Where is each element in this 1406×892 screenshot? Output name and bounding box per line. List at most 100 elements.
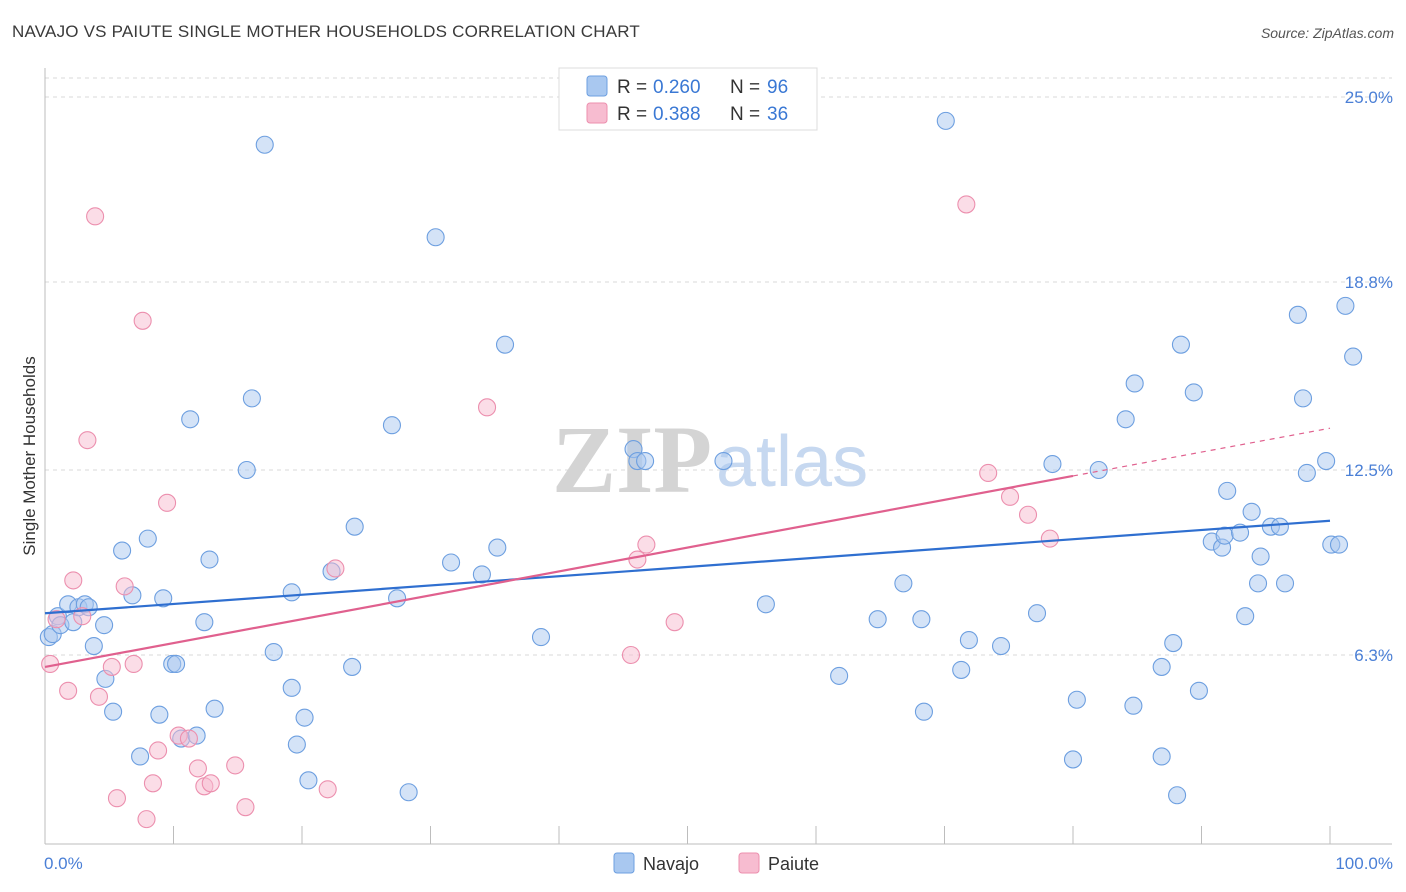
navajo-point xyxy=(1027,604,1047,623)
navajo-point xyxy=(295,708,314,727)
paiute-point xyxy=(86,207,105,226)
navajo-point xyxy=(756,595,775,614)
bottom-legend-swatch-navajo xyxy=(613,852,635,874)
navajo-point xyxy=(830,666,849,685)
legend-n-value-paiute: 36 xyxy=(767,104,788,125)
navajo-point xyxy=(1242,502,1261,521)
legend-swatch-navajo xyxy=(586,75,608,97)
paiute-point xyxy=(621,645,641,665)
navajo-point xyxy=(345,517,364,536)
navajo-point xyxy=(1189,681,1208,700)
paiute-point xyxy=(326,559,345,578)
grid-lines xyxy=(45,77,1392,656)
navajo-point xyxy=(343,657,362,676)
navajo-point xyxy=(104,702,123,721)
paiute-point xyxy=(179,729,198,748)
paiute-point xyxy=(133,311,152,330)
paiute-point xyxy=(1040,529,1059,548)
paiute-point xyxy=(149,741,168,760)
paiute-point xyxy=(78,431,97,450)
navajo-point xyxy=(399,783,418,802)
navajo-point xyxy=(1168,786,1187,805)
navajo-point xyxy=(495,335,515,354)
navajo-point xyxy=(1152,747,1171,766)
paiute-point xyxy=(1000,487,1020,506)
paiute-point xyxy=(59,681,78,700)
navajo-point xyxy=(714,451,733,471)
series-paiute xyxy=(41,195,1059,829)
navajo-point xyxy=(1329,535,1349,554)
navajo-point xyxy=(959,631,978,650)
paiute-point xyxy=(73,607,92,626)
paiute-point xyxy=(124,654,143,674)
navajo-point xyxy=(488,538,507,557)
navajo-point xyxy=(1288,305,1307,324)
chart-title: NAVAJO VS PAIUTE SINGLE MOTHER HOUSEHOLD… xyxy=(12,22,640,41)
navajo-point xyxy=(531,628,551,647)
watermark-atlas: atlas xyxy=(716,422,868,502)
paiute-point xyxy=(64,571,83,590)
navajo-point xyxy=(200,550,219,569)
top-legend: R = 0.260 N = 96 R = 0.388 N = 36 xyxy=(558,67,818,131)
navajo-point xyxy=(912,610,931,629)
bottom-legend-label-navajo: Navajo xyxy=(643,854,699,874)
navajo-point xyxy=(242,389,261,408)
navajo-point xyxy=(264,642,283,662)
trend-line-navajo xyxy=(44,519,1331,615)
paiute-point xyxy=(957,195,976,214)
navajo-point xyxy=(167,654,186,674)
paiute-point xyxy=(89,687,109,706)
navajo-point xyxy=(255,135,274,154)
paiute-point xyxy=(143,774,162,793)
navajo-point xyxy=(382,416,402,435)
navajo-point xyxy=(1336,296,1355,315)
navajo-point xyxy=(1275,574,1295,593)
navajo-point xyxy=(1236,607,1255,626)
trend-line-extension-paiute xyxy=(1072,427,1331,477)
navajo-point xyxy=(150,705,169,724)
x-tick-label-max: 100.0% xyxy=(1335,854,1393,873)
navajo-point xyxy=(282,678,301,697)
navajo-point xyxy=(287,735,306,754)
x-tick-label-min: 0.0% xyxy=(44,854,83,873)
navajo-point xyxy=(282,583,301,602)
paiute-point xyxy=(158,493,177,512)
navajo-point xyxy=(84,636,103,656)
paiute-point xyxy=(637,535,656,554)
navajo-point xyxy=(1171,335,1190,354)
legend-n-value-navajo: 96 xyxy=(767,77,788,98)
navajo-point xyxy=(1293,389,1313,408)
navajo-point xyxy=(914,702,933,721)
navajo-point xyxy=(1218,481,1237,500)
source-credit: Source: ZipAtlas.com xyxy=(1260,25,1394,41)
navajo-point xyxy=(1297,463,1316,483)
trend-lines xyxy=(44,427,1331,669)
paiute-point xyxy=(201,774,220,793)
navajo-point xyxy=(1344,347,1363,366)
legend-n-label-navajo: N = xyxy=(730,77,760,98)
navajo-point xyxy=(138,529,157,548)
paiute-point xyxy=(1018,505,1038,524)
navajo-point xyxy=(1317,451,1336,471)
navajo-point xyxy=(991,636,1011,656)
navajo-point xyxy=(1043,454,1062,474)
paiute-point xyxy=(226,756,245,775)
series-navajo xyxy=(39,111,1363,805)
navajo-point xyxy=(131,747,150,766)
navajo-point xyxy=(1063,750,1083,769)
navajo-point xyxy=(894,574,913,593)
navajo-point xyxy=(113,541,132,560)
navajo-point xyxy=(868,610,887,629)
navajo-point xyxy=(1067,690,1086,709)
y-tick-label: 25.0% xyxy=(1345,88,1393,107)
y-axis-label: Single Mother Households xyxy=(20,356,39,555)
axes xyxy=(44,68,1392,845)
navajo-point xyxy=(1124,696,1143,715)
tick-labels: 6.3% 12.5% 18.8% 25.0% 0.0% 100.0% xyxy=(44,88,1393,873)
bottom-legend-label-paiute: Paiute xyxy=(768,854,819,874)
y-tick-label: 12.5% xyxy=(1345,461,1393,480)
navajo-point xyxy=(205,699,224,718)
navajo-point xyxy=(636,451,655,471)
navajo-point xyxy=(1125,374,1144,393)
navajo-point xyxy=(299,771,318,790)
